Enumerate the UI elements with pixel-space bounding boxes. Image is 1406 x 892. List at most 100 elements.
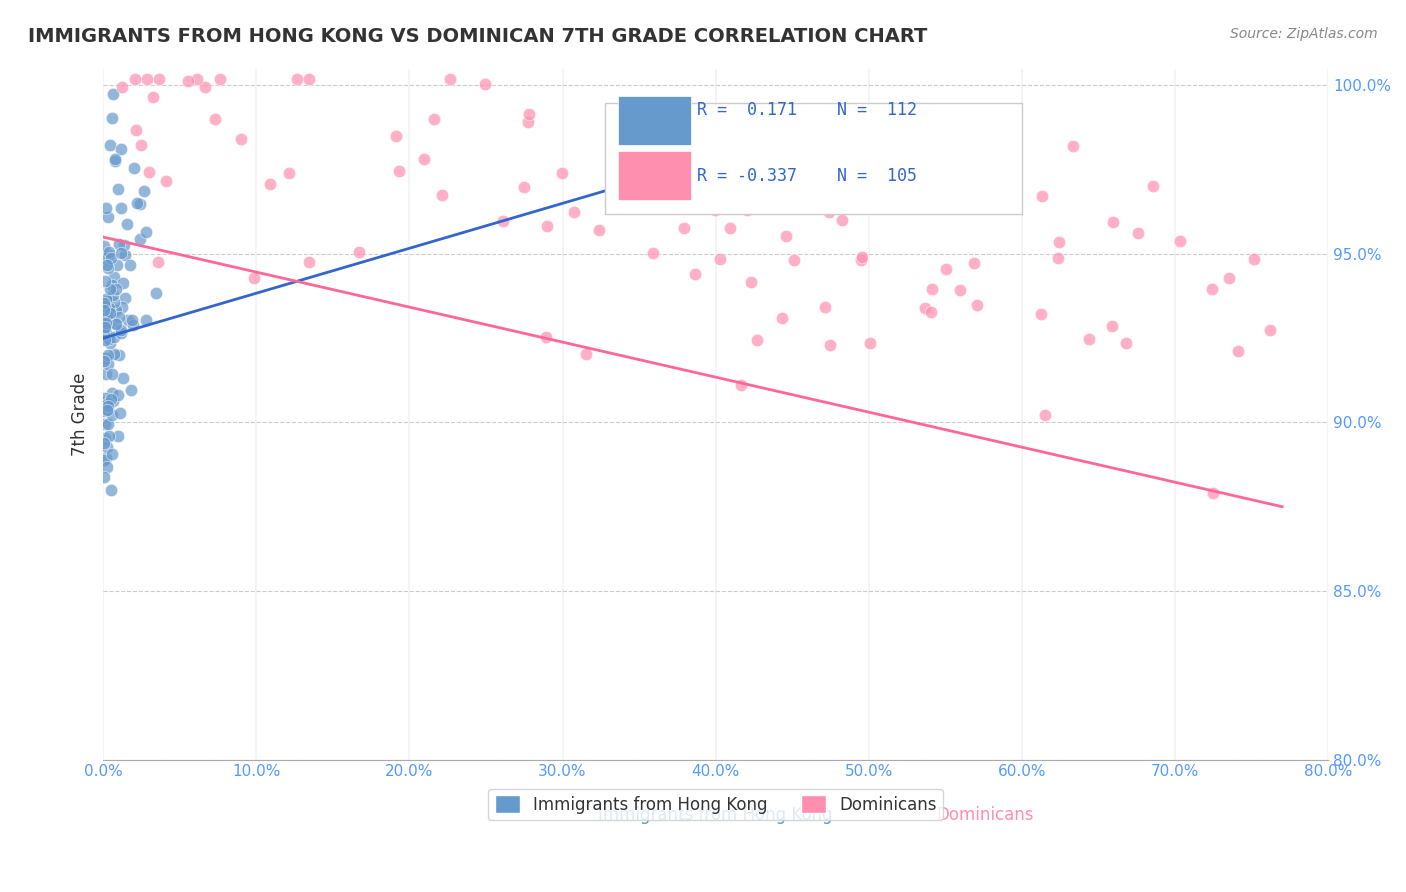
Point bbox=[111, 300, 134, 314]
Point bbox=[1243, 252, 1265, 266]
Point bbox=[921, 282, 943, 296]
Point bbox=[98, 336, 121, 351]
Point bbox=[103, 87, 125, 101]
Text: Immigrants from Hong Kong: Immigrants from Hong Kong bbox=[599, 805, 832, 824]
Point bbox=[94, 319, 117, 334]
Point bbox=[1115, 336, 1137, 351]
Point bbox=[100, 368, 122, 382]
Point bbox=[117, 217, 139, 231]
Text: Source: ZipAtlas.com: Source: ZipAtlas.com bbox=[1230, 27, 1378, 41]
Point bbox=[121, 318, 143, 332]
Point bbox=[1101, 319, 1123, 334]
Point bbox=[869, 192, 891, 206]
Point bbox=[120, 383, 142, 397]
Y-axis label: 7th Grade: 7th Grade bbox=[72, 372, 89, 456]
Point bbox=[100, 251, 122, 265]
Point bbox=[94, 316, 117, 330]
FancyBboxPatch shape bbox=[617, 152, 692, 200]
Point bbox=[104, 282, 127, 296]
Point bbox=[101, 394, 124, 409]
Point bbox=[101, 278, 124, 293]
Point bbox=[94, 351, 117, 365]
Point bbox=[93, 314, 115, 328]
Point bbox=[672, 220, 695, 235]
Point bbox=[818, 338, 841, 352]
Point bbox=[96, 316, 118, 330]
Point bbox=[93, 436, 115, 450]
Point bbox=[97, 301, 120, 315]
Point bbox=[98, 282, 121, 296]
Point bbox=[101, 288, 124, 302]
Point bbox=[492, 213, 515, 227]
Point bbox=[104, 152, 127, 166]
Point bbox=[831, 213, 853, 227]
Point bbox=[94, 251, 117, 265]
Point bbox=[98, 137, 121, 152]
Point bbox=[97, 347, 120, 361]
Point bbox=[134, 184, 156, 198]
Point bbox=[108, 237, 131, 252]
Text: R = -0.337    N =  105: R = -0.337 N = 105 bbox=[697, 167, 917, 185]
Point bbox=[94, 325, 117, 339]
Point bbox=[1218, 270, 1240, 285]
Point bbox=[1102, 215, 1125, 229]
Point bbox=[97, 396, 120, 410]
Point bbox=[93, 302, 115, 317]
Point bbox=[96, 258, 118, 272]
Point bbox=[783, 252, 806, 267]
Point bbox=[94, 368, 117, 382]
Point bbox=[103, 270, 125, 285]
Point bbox=[686, 172, 709, 186]
Point bbox=[93, 299, 115, 313]
Point bbox=[146, 255, 169, 269]
Point bbox=[562, 205, 585, 219]
Point bbox=[1033, 408, 1056, 422]
Point bbox=[733, 153, 755, 167]
Point bbox=[651, 136, 673, 151]
Point bbox=[388, 163, 411, 178]
Point bbox=[96, 308, 118, 322]
Point bbox=[517, 106, 540, 120]
Point bbox=[110, 246, 132, 260]
Point bbox=[605, 143, 627, 157]
Point bbox=[1201, 283, 1223, 297]
Point bbox=[347, 244, 370, 259]
Point bbox=[1142, 178, 1164, 193]
Point bbox=[103, 294, 125, 309]
Point bbox=[1202, 486, 1225, 500]
Point bbox=[702, 172, 724, 186]
Point bbox=[101, 409, 124, 423]
Point bbox=[135, 225, 157, 239]
Point bbox=[641, 246, 664, 260]
Point bbox=[912, 153, 935, 168]
Point bbox=[747, 333, 769, 347]
Point bbox=[145, 285, 167, 300]
FancyBboxPatch shape bbox=[617, 96, 692, 145]
Point bbox=[859, 335, 882, 350]
Point bbox=[128, 197, 150, 211]
Point bbox=[97, 399, 120, 413]
Point bbox=[1000, 180, 1022, 194]
Point bbox=[94, 451, 117, 466]
Point bbox=[818, 205, 841, 219]
Point bbox=[125, 123, 148, 137]
Point bbox=[97, 244, 120, 259]
Point bbox=[935, 261, 957, 276]
Point bbox=[108, 348, 131, 362]
Point bbox=[97, 261, 120, 276]
Text: Dominicans: Dominicans bbox=[936, 805, 1033, 824]
Point bbox=[1260, 323, 1282, 337]
Point bbox=[93, 310, 115, 325]
Point bbox=[844, 111, 866, 125]
Point bbox=[112, 371, 135, 385]
Point bbox=[155, 174, 177, 188]
Point bbox=[93, 452, 115, 467]
Point bbox=[118, 258, 141, 272]
Point bbox=[986, 194, 1008, 208]
Point bbox=[1062, 138, 1084, 153]
Point bbox=[93, 399, 115, 413]
Point bbox=[108, 310, 131, 324]
Point bbox=[129, 232, 152, 246]
Point bbox=[1227, 344, 1250, 359]
Point bbox=[740, 275, 762, 289]
